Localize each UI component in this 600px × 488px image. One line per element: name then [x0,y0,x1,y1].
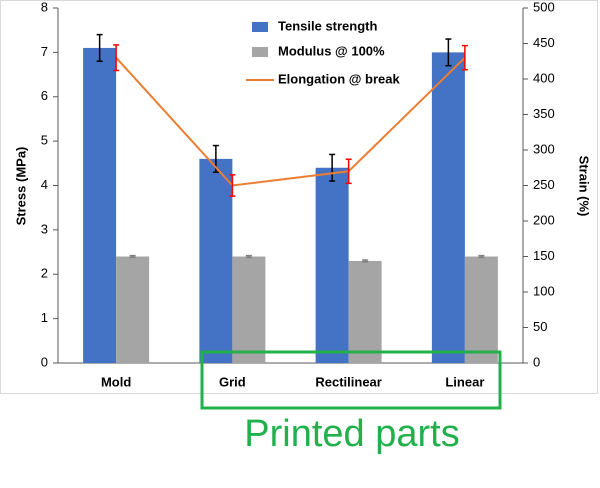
y-tick-label: 2 [41,266,48,281]
legend-label: Elongation @ break [278,71,401,86]
y2-tick-label: 100 [533,283,555,298]
x-tick-label: Linear [445,374,484,389]
bar [199,158,233,363]
error-bar [345,158,352,185]
error-bar [96,33,103,62]
y2-tick-label: 150 [533,248,555,263]
x-tick-label: Mold [101,374,131,389]
y2-tick-label: 250 [533,177,555,192]
x-tick-label: Grid [219,374,246,389]
y2-tick-label: 500 [533,0,555,14]
y-tick-label: 8 [41,0,48,14]
line [115,56,466,187]
y-tick-label: 4 [41,177,48,192]
y2-tick-label: 50 [533,319,547,334]
y-tick-label: 1 [41,310,48,325]
y2-tick-label: 400 [533,70,555,85]
y2-tick-label: 300 [533,141,555,156]
error-bar [229,174,236,197]
y-tick-label: 3 [41,221,48,236]
bar [315,167,349,363]
bar [464,256,498,363]
annotation: Printed parts [244,413,459,455]
bar [348,260,382,363]
y-tick-label: 6 [41,88,48,103]
bar [116,256,150,363]
x-tick-label: Rectilinear [315,374,381,389]
y-tick-label: 0 [41,354,48,369]
y2-tick-label: 450 [533,35,555,50]
error-bar [445,38,452,67]
bar [232,256,266,363]
legend-label: Modulus @ 100% [278,43,385,58]
legend-swatch [252,22,268,32]
error-bar [461,44,468,71]
error-bar [329,153,336,182]
annotation-box [200,350,502,410]
error-bar [245,254,252,259]
error-bar [129,254,136,259]
y2-tick-label: 200 [533,212,555,227]
error-bar [362,259,369,263]
y-axis-label: Stress (MPa) [13,147,28,226]
bar [83,47,117,363]
legend-label: Tensile strength [278,18,378,33]
y2-tick-label: 0 [533,354,540,369]
y-tick-label: 7 [41,44,48,59]
bar [431,52,465,363]
y2-axis-label: Strain (%) [577,156,592,217]
y-tick-label: 5 [41,133,48,148]
legend-swatch [252,47,268,57]
error-bar [478,254,485,259]
y2-tick-label: 350 [533,106,555,121]
error-bar [113,44,120,72]
